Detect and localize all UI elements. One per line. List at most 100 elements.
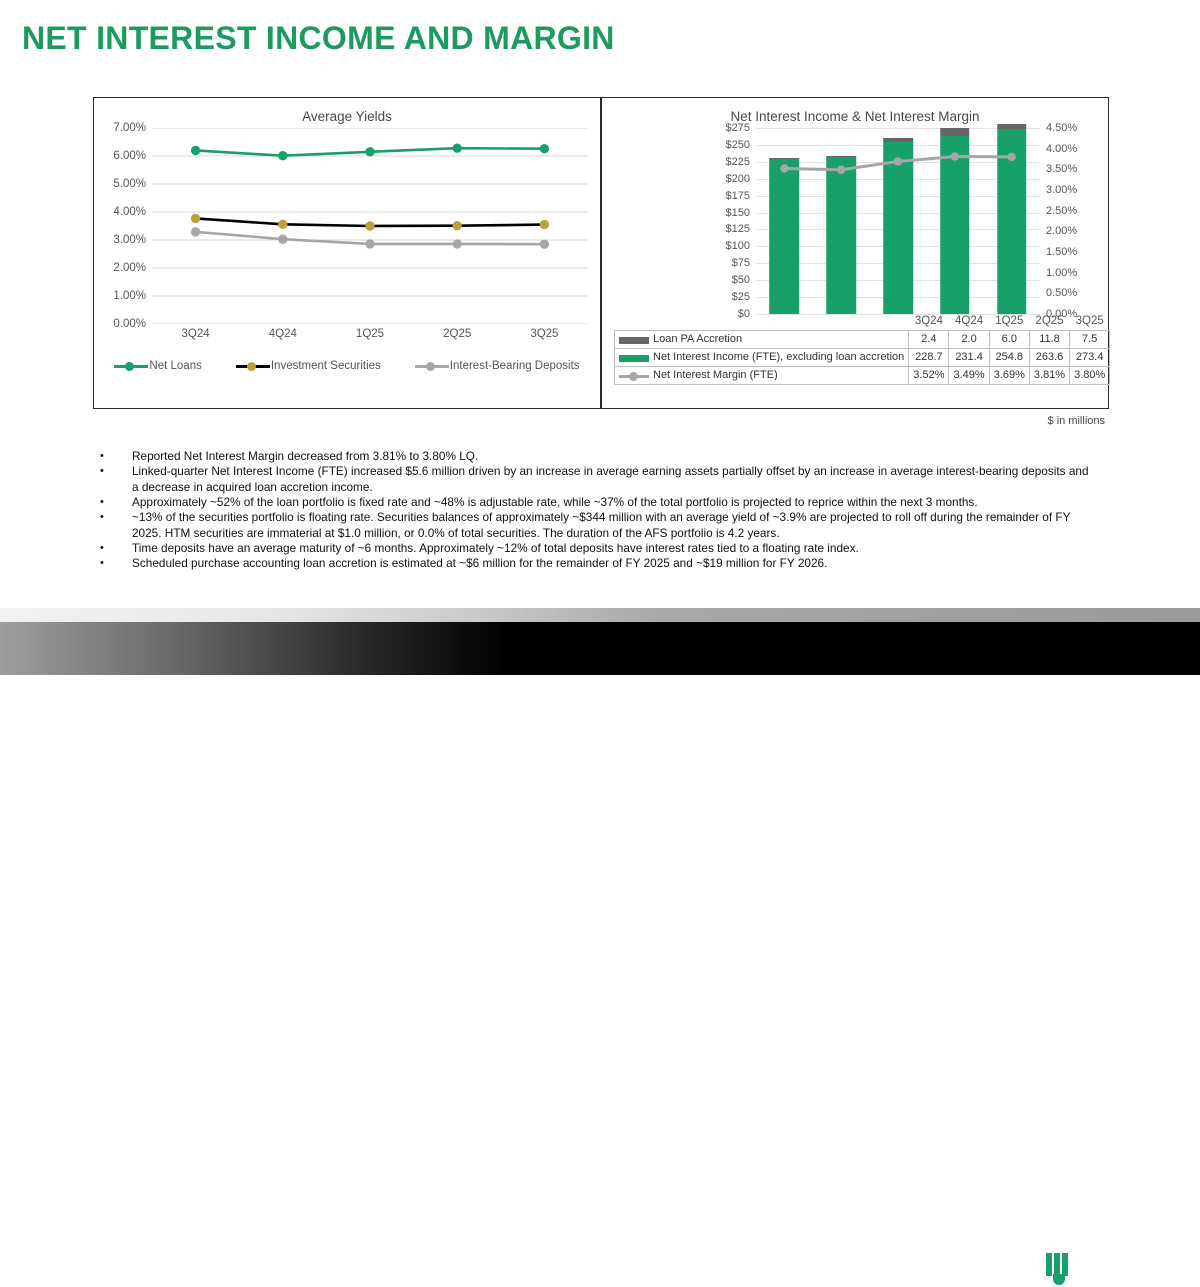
table-col-header: 2Q25	[1035, 315, 1064, 328]
left-y-tick-label: $100	[725, 240, 750, 253]
bar-segment-accretion	[769, 157, 800, 160]
right-y-tick-label: 1.00%	[1046, 266, 1078, 279]
table-row: Net Interest Income (FTE), excluding loa…	[613, 347, 1111, 367]
page-title: NET INTEREST INCOME AND MARGIN	[22, 20, 615, 56]
average-yields-plot-area: 0.00% 1.00% 2.00% 3.00% 4.00% 5.00% 6.00% 7.00%…	[94, 122, 600, 372]
footer-gradient-strip	[0, 608, 1200, 622]
left-y-tick-label: $200	[725, 172, 750, 185]
list-item: • Approximately ~52% of the loan portfoli…	[98, 495, 1098, 510]
bullet-list: • Reported Net Interest Margin decreased …	[98, 449, 1098, 572]
bullet-text: Approximately ~52% of the loan portfolio…	[132, 494, 978, 509]
legend-item: Interest-Bearing Deposits	[414, 360, 580, 372]
bullet-marker-icon: •	[100, 557, 104, 570]
legend-marker-icon	[114, 360, 149, 372]
right-y-tick-label: 2.50%	[1046, 204, 1078, 217]
average-yields-chart-title: Average Yields	[302, 109, 392, 124]
list-item: • Time deposits have an average maturity …	[98, 541, 1098, 556]
nii-nim-plot	[756, 124, 1040, 315]
y-tick-label: 2.00%	[113, 262, 146, 274]
list-item: • Scheduled purchase accounting loan accr…	[98, 556, 1098, 571]
bullet-text: Time deposits have an average maturity o…	[132, 540, 859, 555]
bar-column	[756, 128, 813, 314]
average-yields-plot	[152, 128, 588, 324]
right-y-tick-label: 1.50%	[1046, 246, 1078, 258]
nii-nim-chart-panel: Net Interest Income & Net Interest Margi…	[601, 97, 1111, 409]
table-header-row: 3Q24 4Q24 1Q25 2Q25 3Q25	[615, 313, 1110, 330]
right-y-tick-label: 2.00%	[1046, 225, 1078, 238]
bullet-text: Reported Net Interest Margin decreased f…	[132, 449, 479, 463]
y-tick-label: 6.00%	[113, 150, 146, 162]
y-tick-label: 4.00%	[113, 206, 146, 218]
x-tick-label: 2Q25	[443, 328, 472, 340]
y-tick-label: 0.00%	[113, 318, 146, 330]
right-y-tick-label: 3.50%	[1046, 163, 1078, 176]
table-col-header: 4Q24	[955, 315, 984, 328]
nii-nim-left-axis-labels: $0 $25 $50 $75 $100 $125 $150 $175 $200 $225 $250 $…	[692, 122, 754, 320]
bullet-text: ~13% of the securities portfolio is floa…	[132, 510, 1071, 540]
logo-line2: BANKSHARES, INC.	[1078, 1275, 1178, 1287]
bar-segment-nii	[883, 141, 913, 314]
left-y-tick-label: $0	[737, 308, 750, 320]
nii-nim-plot-area: $0 $25 $50 $75 $100 $125 $150 $175 $200 $225 $250 $…	[602, 122, 1108, 338]
bullet-text: Linked-quarter Net Interest Income (FTE)…	[132, 464, 1089, 494]
bullet-marker-icon: •	[100, 511, 104, 524]
table-cell: 228.7	[908, 347, 950, 367]
right-y-tick-label: 0.50%	[1046, 287, 1078, 300]
bullet-text: Scheduled purchase accounting loan accre…	[132, 556, 828, 571]
list-item: • ~13% of the securities portfolio is flo…	[98, 510, 1098, 541]
table-cell: 3.81%	[1028, 365, 1071, 385]
gridline	[756, 128, 1040, 129]
table-col-header: 3Q25	[1075, 315, 1104, 328]
table-cell: 231.4	[948, 347, 990, 367]
left-y-tick-label: $275	[725, 122, 750, 134]
table-cell: 6.0	[988, 329, 1030, 349]
table-cell: 3.80%	[1069, 365, 1111, 385]
y-tick-label: 5.00%	[113, 178, 146, 190]
nii-nim-data-table: 3Q24 4Q24 1Q25 2Q25 3Q25 Loan PA Accretion 2.4…	[613, 313, 1111, 385]
legend-label: Investment Securities	[270, 360, 381, 372]
logo-mark-icon	[1045, 1253, 1072, 1287]
left-y-tick-label: $75	[731, 257, 750, 270]
table-row: Loan PA Accretion 2.4 2.0 6.0 11.8 7.5	[613, 329, 1111, 349]
left-y-tick-label: $25	[731, 291, 750, 304]
left-y-tick-label: $175	[725, 189, 750, 202]
left-y-tick-label: $250	[725, 138, 750, 151]
table-cell: 7.5	[1069, 329, 1111, 349]
bullet-marker-icon: •	[100, 495, 104, 508]
table-row-label: Net Interest Income (FTE), excluding loa…	[613, 347, 910, 367]
page-number: 6	[92, 1259, 100, 1274]
united-bankshares-logo: UNITED BANKSHARES, INC.	[1045, 1253, 1178, 1287]
x-tick-label: 3Q25	[530, 328, 559, 340]
legend-swatch-green-icon	[619, 353, 649, 364]
bar-segment-nii	[769, 159, 800, 314]
legend-marker-icon	[235, 360, 270, 372]
right-y-tick-label: 4.50%	[1046, 122, 1078, 134]
table-row: Net Interest Margin (FTE) 3.52% 3.49% 3.69%…	[613, 365, 1111, 385]
bar-segment-accretion	[996, 124, 1027, 130]
average-yields-y-axis-labels: 0.00% 1.00% 2.00% 3.00% 4.00% 5.00% 6.00% 7.00%	[94, 122, 150, 330]
table-cell: 2.4	[908, 329, 950, 349]
y-tick-label: 7.00%	[113, 122, 146, 134]
bar-column	[870, 128, 927, 314]
table-cell: 273.4	[1069, 347, 1111, 367]
legend-label: Net Loans	[149, 360, 202, 372]
table-cell: 3.52%	[908, 365, 950, 385]
right-y-tick-label: 0.00%	[1046, 308, 1078, 320]
left-y-tick-label: $50	[731, 274, 750, 287]
average-yields-x-axis-labels: 3Q24 4Q24 1Q25 2Q25 3Q25	[152, 328, 588, 350]
bar-column	[813, 128, 870, 314]
table-cell: 254.8	[988, 347, 1030, 367]
bar-segment-accretion	[883, 137, 913, 142]
legend-item: Net Loans	[114, 360, 202, 372]
x-tick-label: 4Q24	[268, 328, 297, 340]
nii-nim-right-axis-labels: 0.00% 0.50% 1.00% 1.50% 2.00% 2.50% 3.00% 3.50%…	[1042, 122, 1104, 320]
legend-item: Investment Securities	[235, 360, 381, 372]
bar-column	[926, 127, 983, 314]
bullet-marker-icon: •	[100, 541, 104, 554]
list-item: • Linked-quarter Net Interest Income (FTE…	[98, 464, 1098, 495]
bullet-marker-icon: •	[100, 450, 104, 462]
table-row-label: Net Interest Margin (FTE)	[613, 365, 910, 385]
average-yields-legend: Net Loans Investment Securities Interest-B…	[94, 360, 600, 372]
table-cell: 11.8	[1028, 329, 1071, 349]
left-y-tick-label: $125	[725, 223, 750, 236]
